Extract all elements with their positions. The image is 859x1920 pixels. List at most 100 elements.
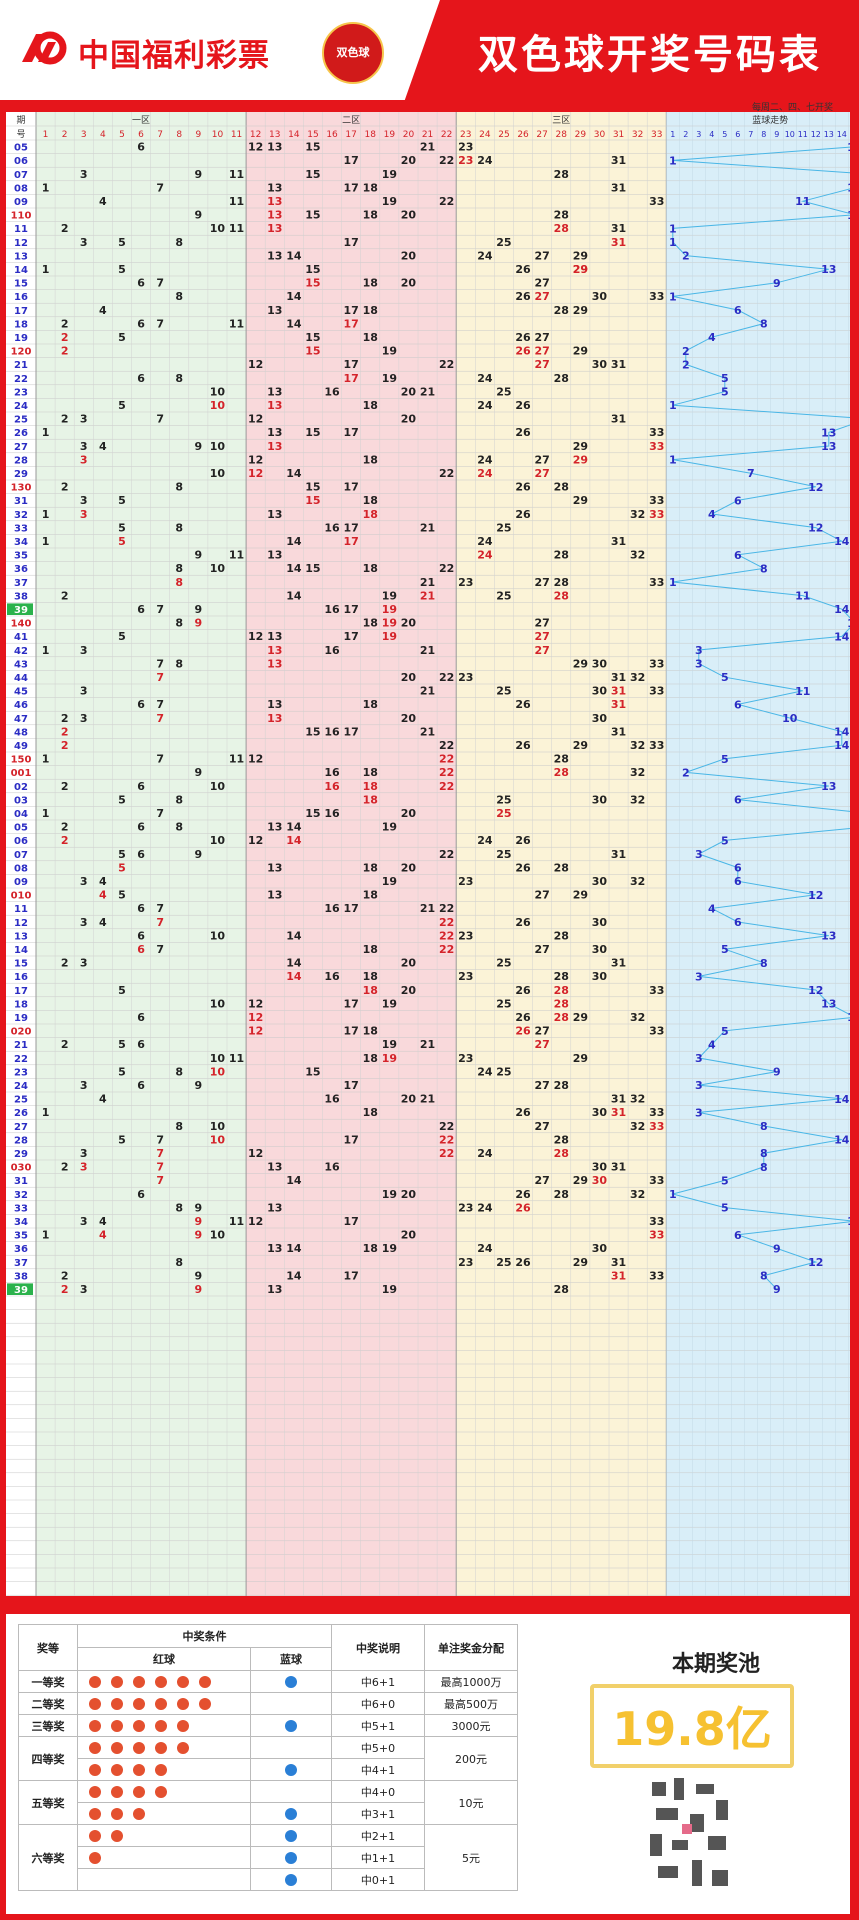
issue-label: 22 — [14, 1054, 28, 1065]
red-ball-number: 20 — [401, 209, 417, 222]
issue-label: 32 — [14, 510, 28, 521]
blue-ball-icon — [285, 1720, 297, 1732]
red-ball-number: 15 — [305, 345, 320, 358]
red-ball-number: 12 — [248, 834, 263, 847]
blue-ball-number: 5 — [721, 1202, 729, 1215]
blue-col-header: 13 — [824, 130, 834, 139]
blue-ball-number: 5 — [721, 753, 729, 766]
red-ball-number: 33 — [649, 290, 664, 303]
prize-tier: 三等奖 — [18, 1714, 78, 1737]
issue-label: 33 — [14, 523, 28, 534]
blue-ball-condition — [250, 1824, 332, 1847]
red-ball-number: 22 — [439, 753, 454, 766]
red-ball-icon — [111, 1786, 123, 1798]
red-ball-number: 3 — [80, 1283, 88, 1296]
red-ball-number: 19 — [382, 589, 397, 602]
red-ball-number: 5 — [118, 1065, 126, 1078]
red-ball-number: 6 — [137, 317, 145, 330]
red-ball-number: 7 — [156, 1133, 164, 1146]
blue-ball-number: 13 — [821, 780, 836, 793]
red-ball-condition — [77, 1736, 251, 1759]
blue-ball-number: 7 — [747, 467, 755, 480]
blue-ball-number: 3 — [695, 1079, 703, 1092]
red-ball-number: 3 — [80, 508, 88, 521]
red-col-header: 26 — [517, 130, 529, 140]
red-ball-number: 17 — [343, 997, 358, 1010]
red-ball-number: 15 — [305, 263, 320, 276]
red-ball-number: 33 — [649, 508, 664, 521]
red-ball-number: 26 — [515, 331, 531, 344]
red-ball-number: 19 — [382, 603, 397, 616]
issue-label: 21 — [14, 360, 28, 371]
issue-label: 13 — [14, 931, 28, 942]
red-ball-number: 2 — [61, 821, 69, 834]
red-ball-number: 7 — [156, 1174, 164, 1187]
blue-ball-condition — [250, 1780, 332, 1803]
red-col-header: 22 — [441, 130, 452, 140]
red-ball-number: 4 — [99, 1093, 107, 1106]
red-ball-number: 18 — [363, 1052, 378, 1065]
issue-label: 26 — [14, 428, 28, 439]
red-ball-number: 20 — [401, 617, 417, 630]
red-ball-number: 30 — [592, 1174, 608, 1187]
red-ball-number: 13 — [267, 1201, 282, 1214]
red-ball-number: 28 — [554, 549, 569, 562]
red-ball-number: 7 — [156, 181, 164, 194]
blue-ball-condition — [250, 1802, 332, 1825]
red-ball-number: 28 — [554, 984, 569, 997]
red-ball-number: 18 — [363, 494, 378, 507]
red-ball-number: 28 — [554, 304, 569, 317]
prize-tier: 四等奖 — [18, 1736, 78, 1781]
blue-col-header: 14 — [837, 130, 847, 139]
red-ball-number: 17 — [343, 902, 358, 915]
issue-label: 09 — [14, 877, 28, 888]
red-ball-number: 1 — [42, 644, 50, 657]
red-ball-number: 27 — [534, 331, 549, 344]
prize-row: 中4+1 — [19, 1758, 518, 1781]
red-col-header: 20 — [403, 130, 415, 140]
prize-row: 一等奖 中6+1 最高1000万 — [18, 1670, 518, 1693]
blue-ball-number: 1 — [669, 154, 677, 167]
issue-label: 31 — [14, 496, 28, 507]
red-ball-number: 28 — [554, 209, 569, 222]
blue-ball-number: 4 — [708, 508, 716, 521]
red-ball-number: 7 — [156, 916, 164, 929]
red-ball-number: 3 — [80, 1079, 88, 1092]
blue-ball-number: 15 — [847, 182, 850, 195]
blue-ball-condition — [250, 1736, 332, 1759]
prize-desc: 中5+1 — [331, 1714, 425, 1737]
red-ball-number: 30 — [592, 358, 608, 371]
zone-label: 三区 — [552, 115, 570, 126]
blue-ball-number: 14 — [834, 603, 850, 616]
red-ball-number: 30 — [592, 875, 608, 888]
red-ball-icon — [89, 1742, 101, 1754]
red-ball-number: 24 — [477, 549, 493, 562]
th-tier: 奖等 — [18, 1624, 78, 1671]
red-ball-number: 14 — [286, 535, 302, 548]
blue-ball-number: 9 — [773, 1283, 781, 1296]
blue-ball-number: 13 — [821, 440, 836, 453]
prize-tier: 六等奖 — [18, 1824, 78, 1891]
red-ball-number: 9 — [195, 1201, 203, 1214]
blue-ball-number: 14 — [834, 739, 850, 752]
red-ball-number: 33 — [649, 494, 664, 507]
red-ball-number: 14 — [286, 970, 302, 983]
red-ball-number: 18 — [363, 304, 378, 317]
red-ball-number: 30 — [592, 1106, 608, 1119]
red-ball-number: 25 — [496, 1256, 511, 1269]
red-ball-number: 2 — [61, 222, 69, 235]
issue-label: 23 — [14, 387, 28, 398]
red-ball-number: 6 — [137, 1038, 145, 1051]
red-ball-number: 27 — [534, 617, 549, 630]
red-ball-condition — [77, 1692, 251, 1715]
red-ball-number: 6 — [137, 141, 145, 154]
blue-ball-number: 13 — [821, 263, 836, 276]
red-ball-number: 27 — [534, 345, 549, 358]
red-ball-number: 20 — [401, 1229, 417, 1242]
red-ball-number: 23 — [458, 1201, 473, 1214]
red-ball-number: 6 — [137, 821, 145, 834]
red-ball-number: 16 — [324, 1093, 340, 1106]
blue-col-header: 11 — [798, 130, 808, 139]
blue-ball-number: 4 — [708, 902, 716, 915]
red-ball-number: 1 — [42, 426, 50, 439]
